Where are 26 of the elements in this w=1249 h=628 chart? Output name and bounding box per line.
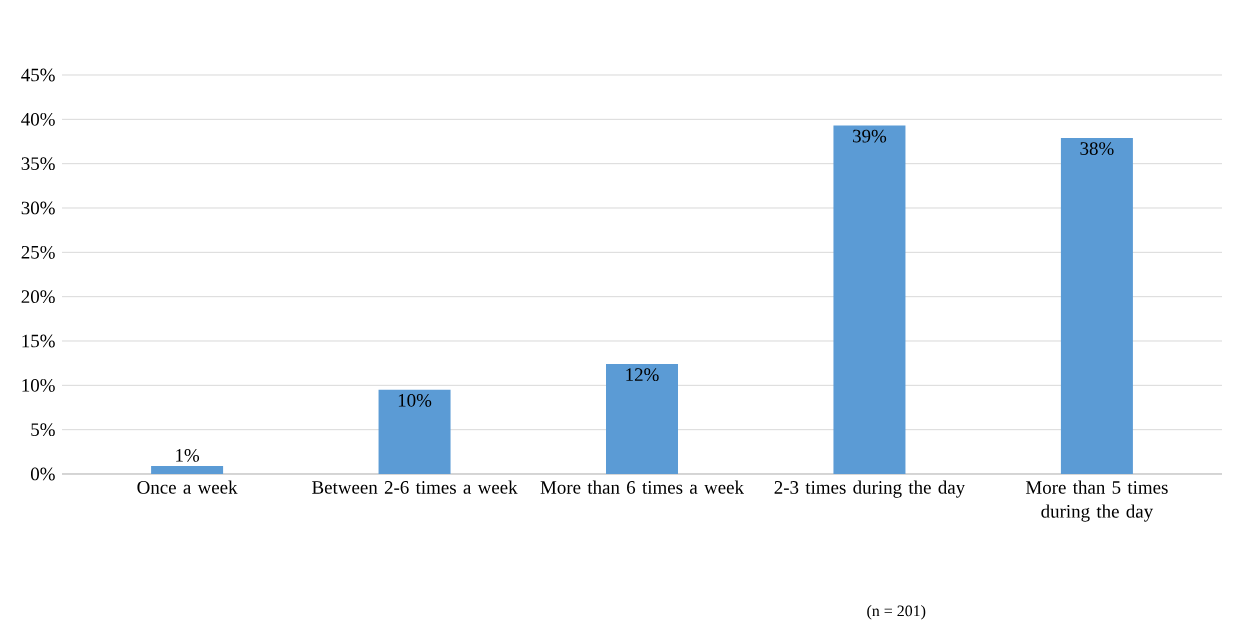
data-label: 1%: [176, 448, 200, 462]
y-tick-label: 20%: [21, 290, 55, 304]
x-tick-label: Once a week: [137, 480, 238, 494]
bar: [833, 125, 906, 474]
data-label: 39%: [853, 129, 887, 143]
data-label: 10%: [398, 393, 432, 407]
bar: [151, 466, 224, 474]
y-tick-label: 25%: [21, 245, 55, 259]
x-tick-label: More than 5 times during the day: [1025, 480, 1168, 522]
bar: [606, 364, 678, 474]
bar: [378, 389, 451, 474]
y-tick-label: 15%: [22, 334, 55, 348]
y-tick-label: 45%: [21, 68, 55, 82]
x-tick-label: More than 6 times a week: [540, 480, 744, 494]
y-tick-label: 35%: [21, 157, 55, 171]
y-tick-label: 0%: [30, 467, 55, 481]
data-label: 38%: [1080, 142, 1114, 155]
x-tick-label: Between 2-6 times a week: [312, 480, 518, 494]
y-tick-label: 10%: [22, 378, 55, 392]
y-tick-label: 40%: [21, 112, 55, 126]
y-tick-label: 30%: [21, 201, 55, 215]
y-tick-label: 5%: [31, 423, 55, 437]
text: (n = 201): [867, 605, 926, 620]
data-label: 12%: [626, 368, 659, 382]
bar: [1060, 137, 1133, 474]
x-tick-label: 2-3 times during the day: [774, 480, 966, 498]
